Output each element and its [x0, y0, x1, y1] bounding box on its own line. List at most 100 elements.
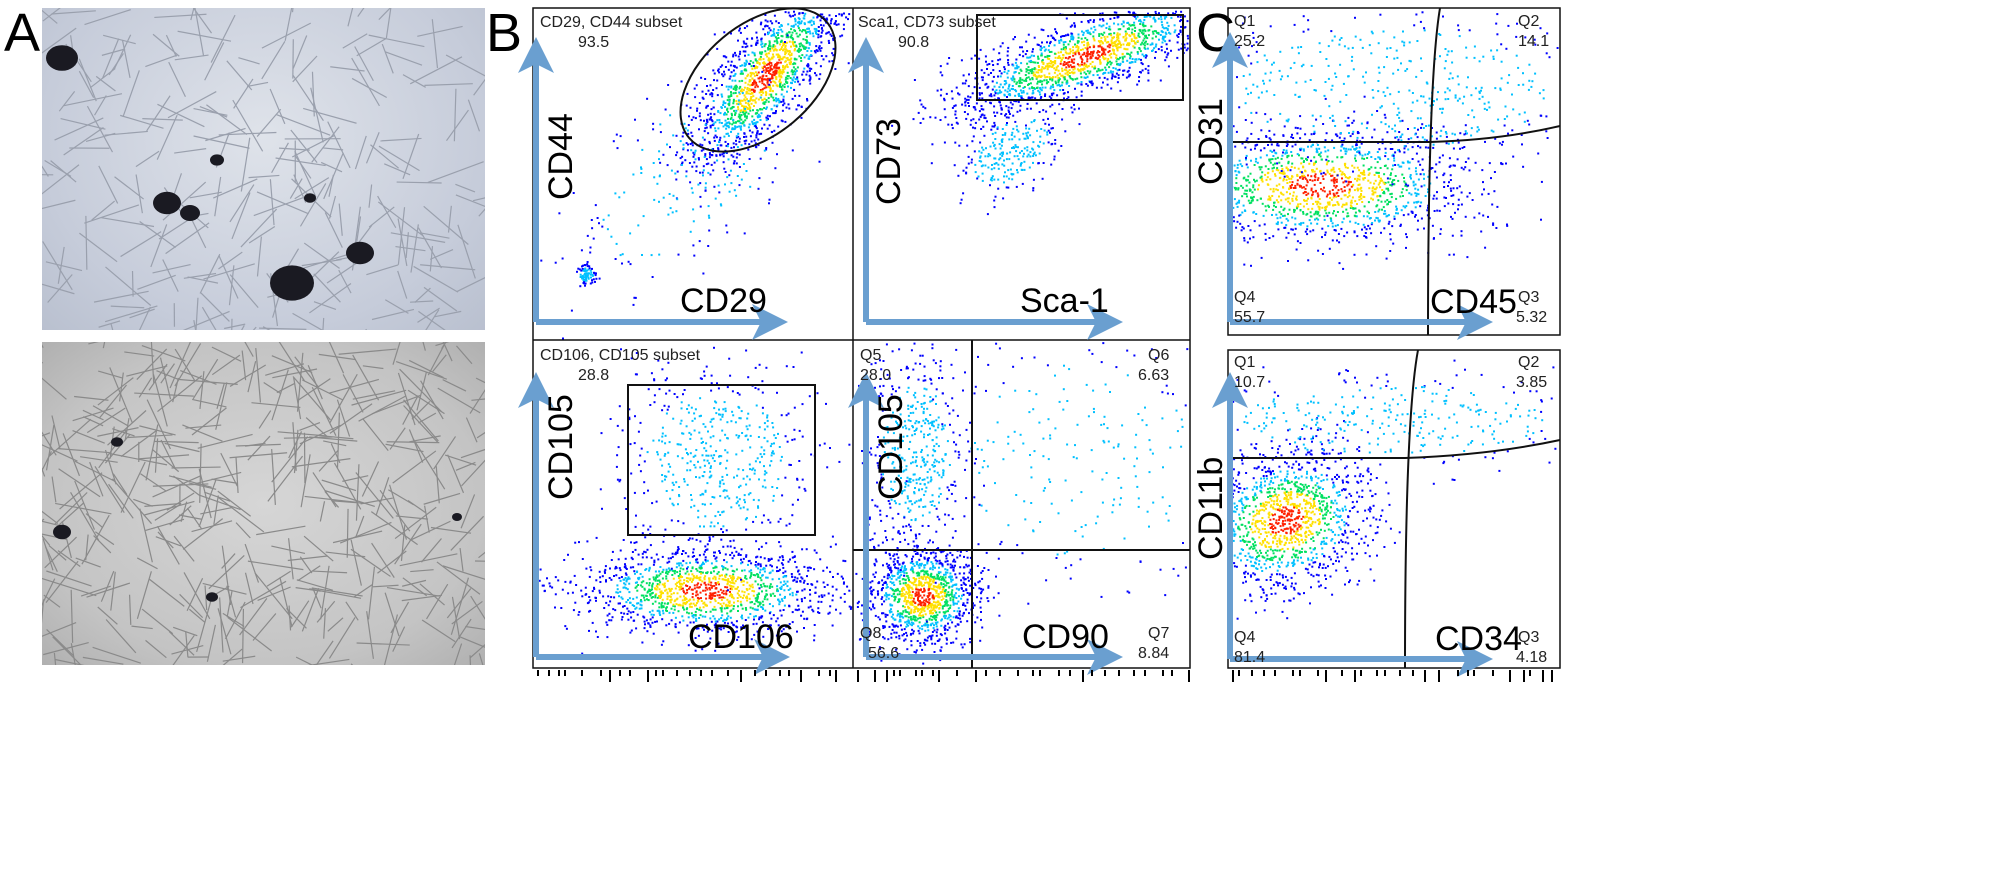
event-dot: [979, 155, 982, 158]
cell: [467, 99, 481, 132]
event-dot: [732, 118, 735, 121]
event-dot: [1141, 41, 1144, 44]
event-dot: [743, 86, 746, 89]
event-dot: [736, 600, 739, 603]
cell: [446, 109, 469, 142]
event-dot: [770, 130, 773, 133]
event-dot: [652, 576, 655, 579]
event-dot: [821, 29, 824, 32]
event-dot: [797, 80, 800, 83]
event-dot: [807, 57, 810, 60]
cell: [174, 148, 207, 154]
cell: [84, 9, 131, 26]
event-dot: [826, 583, 829, 586]
event-dot: [709, 601, 712, 604]
cell: [423, 205, 469, 245]
event-dot: [1122, 43, 1125, 46]
event-dot: [675, 154, 678, 157]
event-dot: [991, 175, 994, 178]
event-dot: [745, 135, 748, 138]
cell: [292, 55, 318, 83]
event-dot: [735, 66, 738, 69]
event-dot: [608, 577, 611, 579]
event-dot: [1106, 35, 1109, 38]
event-dot: [681, 615, 684, 618]
event-dot: [772, 84, 775, 87]
event-dot: [1157, 17, 1160, 20]
event-dot: [1002, 197, 1005, 200]
event-dot: [591, 227, 594, 230]
event-dot: [1004, 89, 1007, 92]
event-dot: [696, 596, 699, 599]
event-dot: [745, 528, 748, 531]
event-dot: [1003, 159, 1005, 162]
event-dot: [1023, 168, 1026, 171]
event-dot: [1014, 94, 1017, 97]
cell: [42, 578, 56, 607]
event-dot: [1026, 107, 1029, 110]
event-dot: [1090, 27, 1093, 30]
event-dot: [718, 119, 721, 121]
cell: [424, 83, 473, 86]
event-dot: [1061, 70, 1064, 72]
event-dot: [581, 595, 584, 598]
event-dot: [801, 610, 804, 613]
event-dot: [1108, 66, 1111, 69]
event-dot: [781, 599, 784, 602]
event-dot: [1051, 83, 1054, 86]
event-dot: [1129, 55, 1132, 58]
event-dot: [650, 596, 653, 599]
cell: [478, 551, 485, 559]
event-dot: [1024, 74, 1027, 76]
event-dot: [755, 561, 757, 563]
event-dot: [1169, 32, 1172, 35]
event-dot: [993, 121, 996, 124]
event-dot: [1170, 49, 1172, 52]
cell: [371, 394, 421, 415]
event-dot: [839, 596, 842, 599]
event-dot: [791, 591, 794, 594]
event-dot: [1073, 108, 1076, 111]
event-dot: [767, 52, 770, 55]
event-dot: [1160, 18, 1163, 21]
event-dot: [548, 582, 551, 585]
event-dot: [1062, 54, 1065, 56]
event-dot: [979, 48, 982, 51]
event-dot: [1111, 75, 1114, 78]
cell: [342, 33, 368, 49]
cell: [127, 434, 173, 439]
event-dot: [706, 604, 708, 607]
event-dot: [677, 610, 680, 613]
event-dot: [954, 110, 957, 113]
event-dot: [683, 122, 686, 125]
event-dot: [669, 601, 672, 604]
event-dot: [1008, 89, 1011, 92]
event-dot: [753, 608, 756, 611]
event-dot: [705, 611, 708, 613]
event-dot: [759, 584, 762, 586]
event-dot: [1106, 63, 1109, 66]
cell: [410, 569, 434, 573]
event-dot: [837, 23, 840, 26]
event-dot: [749, 601, 752, 604]
event-dot: [805, 42, 808, 45]
event-dot: [667, 213, 670, 216]
event-dot: [1053, 71, 1056, 74]
event-dot: [759, 76, 762, 79]
event-dot: [978, 92, 981, 95]
event-dot: [1007, 63, 1010, 66]
event-dot: [701, 136, 704, 139]
event-dot: [713, 139, 716, 142]
event-dot: [662, 153, 665, 156]
event-dot: [718, 574, 721, 577]
event-dot: [1092, 21, 1095, 23]
event-dot: [730, 146, 733, 149]
event-dot: [1122, 60, 1125, 63]
event-dot: [779, 85, 781, 88]
event-dot: [1179, 29, 1182, 32]
event-dot: [776, 566, 778, 569]
event-dot: [709, 124, 712, 127]
event-dot: [1092, 35, 1095, 38]
event-dot: [1029, 155, 1032, 158]
event-dot: [666, 164, 669, 167]
